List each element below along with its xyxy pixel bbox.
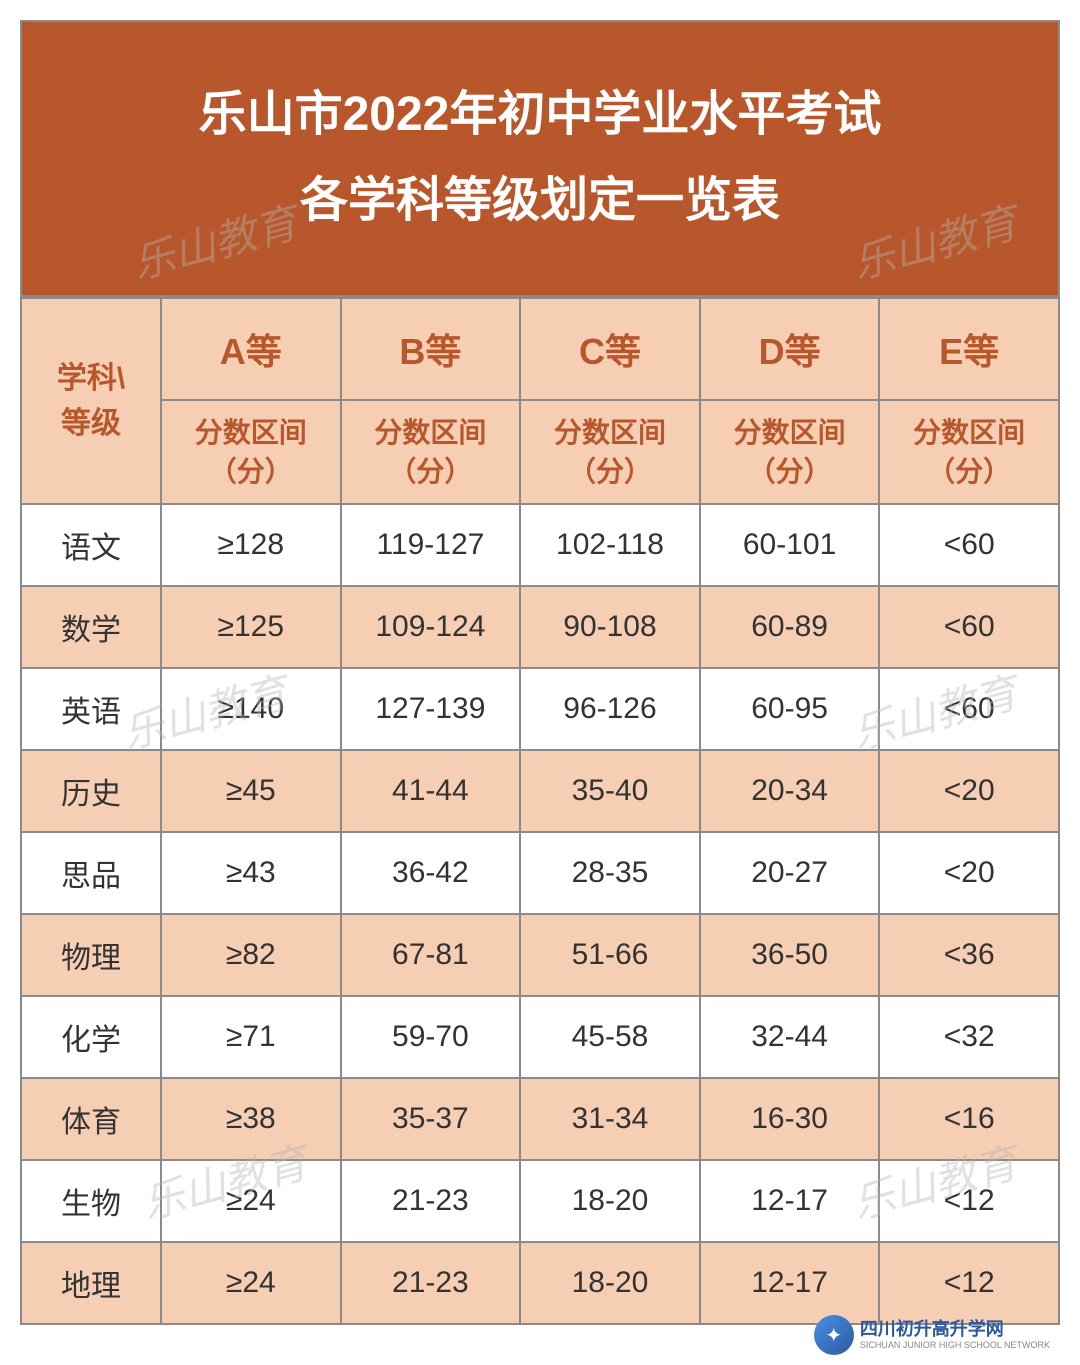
range-header-b: 分数区间（分） — [341, 400, 521, 504]
data-cell: 60-101 — [700, 504, 880, 586]
data-cell: ≥125 — [161, 586, 341, 668]
grade-header-b: B等 — [341, 298, 521, 400]
corner-label: 学科\等级 — [21, 298, 161, 504]
data-cell: 18-20 — [520, 1242, 700, 1324]
data-cell: ≥45 — [161, 750, 341, 832]
data-cell: <32 — [879, 996, 1059, 1078]
logo-text: 四川初升高升学网 SICHUAN JUNIOR HIGH SCHOOL NETW… — [860, 1319, 1050, 1351]
subject-cell: 历史 — [21, 750, 161, 832]
data-cell: 12-17 — [700, 1242, 880, 1324]
table-row: 历史≥4541-4435-4020-34<20 — [21, 750, 1059, 832]
data-cell: 127-139 — [341, 668, 521, 750]
table-row: 化学≥7159-7045-5832-44<32 — [21, 996, 1059, 1078]
data-cell: 18-20 — [520, 1160, 700, 1242]
main-container: 乐山市2022年初中学业水平考试 各学科等级划定一览表 学科\等级 A等 B等 … — [0, 0, 1080, 1345]
data-cell: ≥24 — [161, 1242, 341, 1324]
data-cell: 60-89 — [700, 586, 880, 668]
subject-cell: 英语 — [21, 668, 161, 750]
table-row: 语文≥128119-127102-11860-101<60 — [21, 504, 1059, 586]
data-cell: 90-108 — [520, 586, 700, 668]
data-cell: 36-50 — [700, 914, 880, 996]
data-cell: ≥43 — [161, 832, 341, 914]
data-cell: ≥24 — [161, 1160, 341, 1242]
subject-cell: 思品 — [21, 832, 161, 914]
subject-cell: 物理 — [21, 914, 161, 996]
data-cell: 59-70 — [341, 996, 521, 1078]
logo-cn: 四川初升高升学网 — [860, 1319, 1050, 1341]
grade-header-a: A等 — [161, 298, 341, 400]
logo-area: ✦ 四川初升高升学网 SICHUAN JUNIOR HIGH SCHOOL NE… — [814, 1315, 1050, 1355]
data-cell: 45-58 — [520, 996, 700, 1078]
data-cell: 21-23 — [341, 1242, 521, 1324]
grade-header-c: C等 — [520, 298, 700, 400]
data-cell: <20 — [879, 750, 1059, 832]
data-cell: ≥128 — [161, 504, 341, 586]
title-section: 乐山市2022年初中学业水平考试 各学科等级划定一览表 — [20, 20, 1060, 297]
data-cell: 35-37 — [341, 1078, 521, 1160]
table-row: 体育≥3835-3731-3416-30<16 — [21, 1078, 1059, 1160]
data-cell: 31-34 — [520, 1078, 700, 1160]
logo-icon: ✦ — [814, 1315, 854, 1355]
range-header-c: 分数区间（分） — [520, 400, 700, 504]
data-cell: 109-124 — [341, 586, 521, 668]
data-cell: 32-44 — [700, 996, 880, 1078]
table-header: 学科\等级 A等 B等 C等 D等 E等 分数区间（分） 分数区间（分） 分数区… — [21, 298, 1059, 504]
title-line-1: 乐山市2022年初中学业水平考试 — [42, 72, 1038, 158]
data-cell: ≥38 — [161, 1078, 341, 1160]
logo-en: SICHUAN JUNIOR HIGH SCHOOL NETWORK — [860, 1340, 1050, 1351]
data-cell: 12-17 — [700, 1160, 880, 1242]
data-cell: <60 — [879, 586, 1059, 668]
grade-table: 学科\等级 A等 B等 C等 D等 E等 分数区间（分） 分数区间（分） 分数区… — [20, 297, 1060, 1325]
grade-header-e: E等 — [879, 298, 1059, 400]
range-header-e: 分数区间（分） — [879, 400, 1059, 504]
subject-cell: 语文 — [21, 504, 161, 586]
subject-cell: 生物 — [21, 1160, 161, 1242]
data-cell: 35-40 — [520, 750, 700, 832]
table-body: 语文≥128119-127102-11860-101<60数学≥125109-1… — [21, 504, 1059, 1324]
table-row: 英语≥140127-13996-12660-95<60 — [21, 668, 1059, 750]
data-cell: 16-30 — [700, 1078, 880, 1160]
subject-cell: 地理 — [21, 1242, 161, 1324]
data-cell: 36-42 — [341, 832, 521, 914]
range-header-d: 分数区间（分） — [700, 400, 880, 504]
table-row: 思品≥4336-4228-3520-27<20 — [21, 832, 1059, 914]
data-cell: ≥140 — [161, 668, 341, 750]
table-row: 地理≥2421-2318-2012-17<12 — [21, 1242, 1059, 1324]
data-cell: <20 — [879, 832, 1059, 914]
data-cell: 102-118 — [520, 504, 700, 586]
range-header-row: 分数区间（分） 分数区间（分） 分数区间（分） 分数区间（分） 分数区间（分） — [21, 400, 1059, 504]
data-cell: 20-27 — [700, 832, 880, 914]
data-cell: 41-44 — [341, 750, 521, 832]
subject-cell: 体育 — [21, 1078, 161, 1160]
data-cell: 67-81 — [341, 914, 521, 996]
data-cell: <60 — [879, 668, 1059, 750]
grade-header-d: D等 — [700, 298, 880, 400]
data-cell: 51-66 — [520, 914, 700, 996]
subject-cell: 数学 — [21, 586, 161, 668]
data-cell: ≥71 — [161, 996, 341, 1078]
data-cell: <12 — [879, 1160, 1059, 1242]
grade-header-row: 学科\等级 A等 B等 C等 D等 E等 — [21, 298, 1059, 400]
data-cell: 21-23 — [341, 1160, 521, 1242]
table-row: 生物≥2421-2318-2012-17<12 — [21, 1160, 1059, 1242]
data-cell: 60-95 — [700, 668, 880, 750]
range-header-a: 分数区间（分） — [161, 400, 341, 504]
title-line-2: 各学科等级划定一览表 — [42, 158, 1038, 244]
data-cell: <60 — [879, 504, 1059, 586]
data-cell: 28-35 — [520, 832, 700, 914]
data-cell: 20-34 — [700, 750, 880, 832]
table-row: 物理≥8267-8151-6636-50<36 — [21, 914, 1059, 996]
data-cell: <12 — [879, 1242, 1059, 1324]
table-row: 数学≥125109-12490-10860-89<60 — [21, 586, 1059, 668]
subject-cell: 化学 — [21, 996, 161, 1078]
data-cell: <16 — [879, 1078, 1059, 1160]
data-cell: 96-126 — [520, 668, 700, 750]
data-cell: ≥82 — [161, 914, 341, 996]
data-cell: 119-127 — [341, 504, 521, 586]
data-cell: <36 — [879, 914, 1059, 996]
